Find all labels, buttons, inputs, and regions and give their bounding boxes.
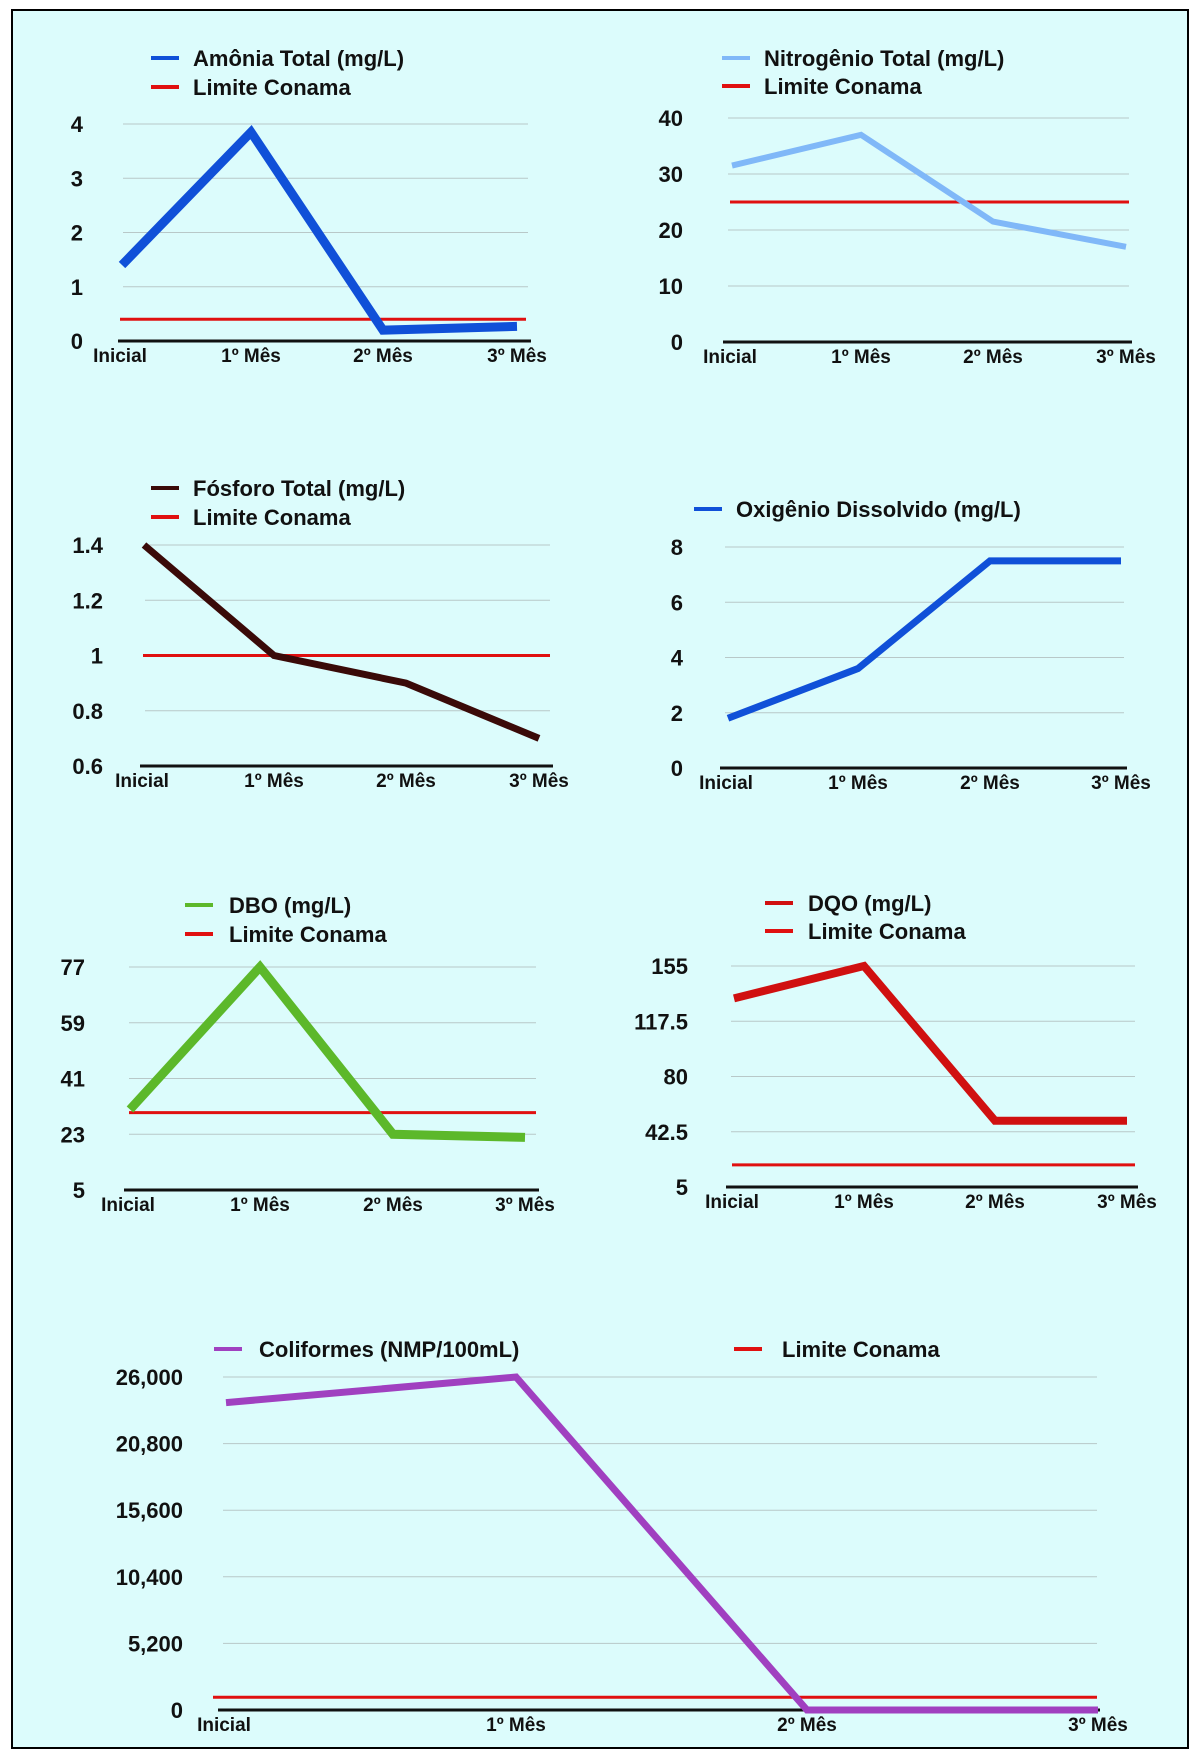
x-tick-label: 3º Mês [509, 771, 569, 792]
x-tick-label: 3º Mês [1097, 1192, 1157, 1213]
y-tick-label: 8 [671, 535, 683, 560]
x-tick-label: Inicial [703, 347, 757, 368]
x-tick-label: 1º Mês [244, 771, 304, 792]
y-tick-label: 0 [671, 330, 683, 355]
y-tick-label: 10 [659, 274, 683, 299]
series-line [126, 960, 526, 1142]
x-tick-label: 2º Mês [965, 1192, 1025, 1213]
legend-label: Limite Conama [193, 75, 351, 100]
legend-label: Amônia Total (mg/L) [193, 46, 404, 71]
legend-label: DQO (mg/L) [808, 891, 931, 916]
y-tick-label: 10,400 [116, 1565, 183, 1590]
x-tick-label: 2º Mês [376, 771, 436, 792]
y-tick-label: 5,200 [128, 1631, 183, 1656]
y-tick-label: 23 [61, 1122, 85, 1147]
x-tick-label: Inicial [93, 346, 147, 367]
series-line [731, 131, 1127, 250]
y-tick-label: 41 [61, 1067, 85, 1092]
x-tick-label: 3º Mês [1091, 773, 1151, 794]
y-tick-label: 0 [171, 1698, 183, 1723]
y-tick-label: 42.5 [645, 1120, 688, 1145]
x-tick-label: 2º Mês [963, 347, 1023, 368]
y-tick-label: 2 [671, 701, 683, 726]
x-tick-label: 2º Mês [353, 346, 413, 367]
legend-label: Limite Conama [764, 74, 922, 99]
y-tick-label: 1.4 [72, 533, 103, 558]
y-tick-label: 0 [71, 329, 83, 354]
legend-label: Oxigênio Dissolvido (mg/L) [736, 497, 1021, 522]
series-line [225, 1373, 1098, 1714]
y-tick-label: 1 [71, 275, 83, 300]
y-tick-label: 5 [73, 1178, 85, 1203]
y-tick-label: 4 [671, 646, 684, 671]
y-tick-label: 20,800 [116, 1432, 183, 1457]
x-tick-label: 2º Mês [960, 773, 1020, 794]
y-tick-label: 2 [71, 221, 83, 246]
chart-1: 0 1 2 3 4 Inicial 1º Mês 2º Mês 3º Mês Amônia Tot… [71, 46, 547, 367]
x-tick-label: 1º Mês [828, 773, 888, 794]
x-tick-label: 2º Mês [777, 1715, 837, 1736]
x-tick-label: 1º Mês [831, 347, 891, 368]
x-tick-label: 2º Mês [363, 1195, 423, 1216]
x-tick-label: Inicial [115, 771, 169, 792]
x-tick-label: Inicial [197, 1715, 251, 1736]
y-tick-label: 77 [61, 955, 85, 980]
series-line [733, 961, 1127, 1125]
legend-label: Limite Conama [782, 1337, 940, 1362]
y-tick-label: 80 [664, 1065, 688, 1090]
y-tick-label: 4 [71, 112, 84, 137]
x-tick-label: 3º Mês [487, 346, 547, 367]
series-line [141, 542, 541, 742]
chart-5: 5 23 41 59 77 Inicial 1º Mês 2º Mês 3º Mês DBO (m… [61, 893, 555, 1216]
y-tick-label: 0 [671, 756, 683, 781]
x-tick-label: 1º Mês [221, 346, 281, 367]
x-tick-label: 3º Mês [1096, 347, 1156, 368]
chart-4: 0 2 4 6 8 Inicial 1º Mês 2º Mês 3º Mês Oxigênio D… [671, 497, 1151, 794]
y-tick-label: 1 [91, 644, 103, 669]
legend-label: DBO (mg/L) [229, 893, 351, 918]
legend-label: Limite Conama [193, 505, 351, 530]
y-tick-label: 26,000 [116, 1365, 183, 1390]
x-tick-label: 1º Mês [834, 1192, 894, 1213]
legend-label: Coliformes (NMP/100mL) [259, 1337, 519, 1362]
y-tick-label: 40 [659, 106, 683, 131]
series-line [726, 557, 1121, 722]
y-tick-label: 5 [676, 1175, 688, 1200]
y-tick-label: 0.8 [72, 699, 103, 724]
y-tick-label: 15,600 [116, 1498, 183, 1523]
chart-2: 0 10 20 30 40 Inicial 1º Mês 2º Mês 3º Mês Nitrog… [659, 46, 1156, 368]
x-tick-label: 1º Mês [486, 1715, 546, 1736]
chart-3: 0.6 0.8 1 1.2 1.4 Inicial 1º Mês 2º Mês 3º Mês Fó… [72, 476, 568, 792]
legend-label: Nitrogênio Total (mg/L) [764, 46, 1004, 71]
y-tick-label: 3 [71, 166, 83, 191]
y-tick-label: 6 [671, 590, 683, 615]
y-tick-label: 1.2 [72, 588, 103, 613]
legend-label: Fósforo Total (mg/L) [193, 476, 405, 501]
charts-panel: 0 1 2 3 4 Inicial 1º Mês 2º Mês 3º Mês Amônia Tot… [11, 9, 1189, 1749]
y-tick-label: 0.6 [72, 754, 103, 779]
x-tick-label: Inicial [101, 1195, 155, 1216]
chart-6: 5 42.5 80 117.5 155 Inicial 1º Mês 2º Mês 3º Mês… [634, 891, 1157, 1213]
y-tick-label: 59 [61, 1011, 85, 1036]
chart-7: 0 5,200 10,400 15,600 20,800 26,000 Inicial 1º … [116, 1337, 1128, 1736]
series-line [118, 125, 518, 335]
x-tick-label: Inicial [699, 773, 753, 794]
x-tick-label: 3º Mês [495, 1195, 555, 1216]
y-tick-label: 30 [659, 162, 683, 187]
y-tick-label: 20 [659, 218, 683, 243]
x-tick-label: Inicial [705, 1192, 759, 1213]
x-tick-label: 1º Mês [230, 1195, 290, 1216]
y-tick-label: 117.5 [634, 1009, 688, 1034]
legend-label: Limite Conama [229, 922, 387, 947]
y-tick-label: 155 [651, 954, 688, 979]
legend-label: Limite Conama [808, 919, 966, 944]
x-tick-label: 3º Mês [1068, 1715, 1128, 1736]
